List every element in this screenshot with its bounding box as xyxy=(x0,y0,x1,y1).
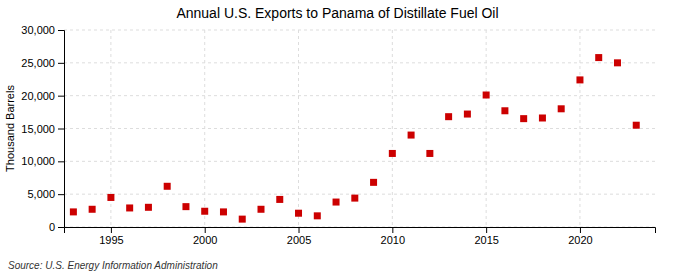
tick: 2000 xyxy=(193,227,217,246)
axis-line xyxy=(65,228,656,234)
tick-mark xyxy=(58,30,64,31)
plot: 1995 2000 2005 2010 2015 2020 0 5,000 10,000 15,0… xyxy=(21,24,655,246)
tick-label: 2010 xyxy=(381,234,405,246)
tick: 25,000 xyxy=(21,57,64,69)
point xyxy=(595,54,602,61)
tick: 20,000 xyxy=(21,90,64,102)
tick-label: 30,000 xyxy=(21,24,55,36)
point xyxy=(164,183,171,190)
chart: 1995 2000 2005 2010 2015 2020 0 5,000 10,000 15,0… xyxy=(0,0,675,275)
tick: 5,000 xyxy=(27,188,64,200)
tick-label: 2005 xyxy=(287,234,311,246)
point xyxy=(314,212,321,219)
x-axis: 1995 2000 2005 2010 2015 2020 xyxy=(65,227,656,246)
tick: 0 xyxy=(49,221,64,233)
point xyxy=(614,59,621,66)
grid-line xyxy=(64,62,655,63)
tick: 15,000 xyxy=(21,123,64,135)
point xyxy=(464,111,471,118)
tick-mark xyxy=(58,194,64,195)
grid-line xyxy=(204,30,205,227)
tick-label: 2020 xyxy=(568,234,592,246)
tick-mark xyxy=(205,227,206,233)
point xyxy=(633,122,640,129)
tick-label: 25,000 xyxy=(21,57,55,69)
tick: 2010 xyxy=(381,227,405,246)
grid-line xyxy=(486,30,487,227)
grid-line xyxy=(64,30,655,31)
point xyxy=(539,114,546,121)
source: Source: U.S. Energy Information Administ… xyxy=(8,260,218,271)
point xyxy=(258,206,265,213)
point xyxy=(483,92,490,99)
point xyxy=(501,107,508,114)
tick-mark xyxy=(580,227,581,233)
tick-label: 0 xyxy=(49,221,55,233)
points xyxy=(70,54,640,223)
point xyxy=(295,210,302,217)
y-axis: 0 5,000 10,000 15,000 20,000 25,000 30,000 xyxy=(21,24,64,233)
grid-line xyxy=(64,194,655,195)
grid-line xyxy=(579,30,580,227)
tick-mark xyxy=(58,63,64,64)
tick-mark xyxy=(392,227,393,233)
point xyxy=(107,194,114,201)
point xyxy=(576,76,583,83)
tick-mark xyxy=(58,129,64,130)
grid-line xyxy=(64,95,655,96)
tick-label: 15,000 xyxy=(21,123,55,135)
tick-mark xyxy=(299,227,300,233)
tick-mark xyxy=(58,227,64,228)
y-axis-title: Thousand Barrels xyxy=(4,85,16,172)
point xyxy=(182,203,189,210)
tick-label: 2000 xyxy=(193,234,217,246)
point xyxy=(89,206,96,213)
point xyxy=(70,208,77,215)
tick-mark xyxy=(486,227,487,233)
grid xyxy=(64,30,655,227)
tick-label: 2015 xyxy=(474,234,498,246)
tick-label: 20,000 xyxy=(21,90,55,102)
tick: 30,000 xyxy=(21,24,64,36)
point xyxy=(558,105,565,112)
tick-mark xyxy=(58,96,64,97)
point xyxy=(220,208,227,215)
tick: 1995 xyxy=(99,227,123,246)
point xyxy=(408,132,415,139)
tick: 2005 xyxy=(287,227,311,246)
point xyxy=(351,195,358,202)
tick: 10,000 xyxy=(21,155,64,167)
point xyxy=(239,216,246,223)
point xyxy=(126,204,133,211)
axis-line xyxy=(58,31,65,228)
tick: 2015 xyxy=(474,227,498,246)
tick: 2020 xyxy=(568,227,592,246)
grid-line xyxy=(64,128,655,129)
point xyxy=(520,115,527,122)
grid-line xyxy=(392,30,393,227)
point xyxy=(370,179,377,186)
point xyxy=(276,196,283,203)
point xyxy=(389,150,396,157)
tick-label: 1995 xyxy=(99,234,123,246)
point xyxy=(333,199,340,206)
point xyxy=(426,150,433,157)
point xyxy=(145,204,152,211)
tick-label: 10,000 xyxy=(21,155,55,167)
point xyxy=(201,208,208,215)
tick-mark xyxy=(111,227,112,233)
point xyxy=(445,113,452,120)
tick-mark xyxy=(58,161,64,162)
grid-line xyxy=(298,30,299,227)
title: Annual U.S. Exports to Panama of Distill… xyxy=(176,5,498,21)
tick-label: 5,000 xyxy=(27,188,55,200)
grid-line xyxy=(64,161,655,162)
